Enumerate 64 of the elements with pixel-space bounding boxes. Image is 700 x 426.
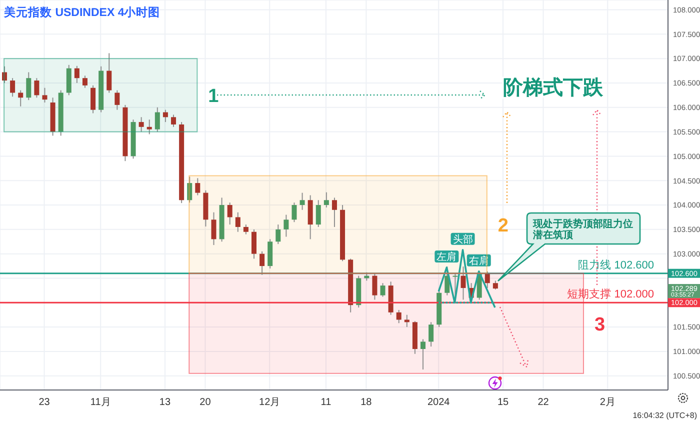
candlestick — [324, 192, 329, 208]
candlestick — [42, 87, 48, 104]
x-tick-label: 11月 — [90, 397, 111, 408]
candlestick — [10, 78, 16, 98]
candlestick — [195, 178, 200, 196]
candlestick — [420, 338, 426, 370]
candlestick — [82, 75, 88, 88]
candlestick — [372, 272, 378, 300]
x-tick-label: 2024 — [428, 397, 450, 408]
candlestick — [332, 197, 337, 228]
annotation: 阶梯式下跌 — [503, 77, 604, 99]
x-tick-label: 13 — [159, 397, 171, 408]
candlestick — [292, 202, 297, 223]
candlestick — [146, 119, 152, 135]
annotation: 现处于跌势顶部阻力位潜在筑顶 — [532, 218, 633, 241]
candlestick — [251, 228, 256, 260]
candlestick — [211, 212, 216, 246]
candlestick — [2, 66, 7, 84]
candlestick — [444, 266, 450, 296]
line-series — [438, 249, 496, 308]
text: 美元指数 USDINDEX 4小时图 — [3, 5, 160, 19]
candlestick — [26, 72, 32, 101]
candlestick — [18, 90, 24, 107]
candlestick — [316, 200, 321, 228]
data-label: 右肩 — [468, 254, 489, 267]
candlestick — [300, 192, 305, 210]
x-tick-label: 23 — [38, 397, 50, 408]
x-tick-label: 2月 — [600, 397, 616, 408]
x-tick-label: 15 — [497, 397, 510, 408]
candlestick — [404, 314, 410, 328]
candlestick — [243, 224, 248, 235]
x-tick-label: 22 — [538, 397, 550, 408]
x-tick-label: 20 — [200, 397, 212, 408]
annotation: 1 — [208, 86, 220, 108]
candlestick — [276, 224, 281, 245]
candlestick — [162, 109, 168, 123]
annotation: 2 — [498, 216, 508, 237]
candlestick — [284, 214, 289, 238]
ref-line-label: 阻力线 102.600 — [578, 258, 654, 272]
candlestick — [484, 270, 490, 288]
text: 16:04:32 (UTC+8) — [632, 411, 698, 420]
ref-line-label: 短期支撑 102.000 — [567, 288, 654, 301]
candlestick — [460, 266, 466, 300]
x-tick-label: 12月 — [259, 397, 280, 408]
candlestick — [396, 309, 402, 324]
candlestick — [106, 52, 112, 94]
x-tick-label: 11 — [320, 397, 332, 408]
data-label: 头部 — [452, 233, 473, 246]
candlestick — [260, 250, 265, 276]
candlestick — [428, 322, 434, 348]
candlestick — [235, 212, 240, 232]
candlestick — [114, 90, 120, 110]
annotation: 3 — [594, 314, 606, 336]
candlestick — [74, 65, 80, 84]
candlestick — [154, 106, 160, 132]
candlestick — [380, 282, 386, 298]
candlestick — [227, 202, 232, 226]
candlestick — [138, 116, 144, 132]
candlestick — [90, 84, 96, 114]
candlestick — [34, 78, 40, 98]
candlestick — [187, 176, 192, 204]
candlestick — [171, 114, 176, 128]
x-tick-label: 18 — [360, 397, 372, 408]
data-label: 左肩 — [436, 250, 457, 263]
